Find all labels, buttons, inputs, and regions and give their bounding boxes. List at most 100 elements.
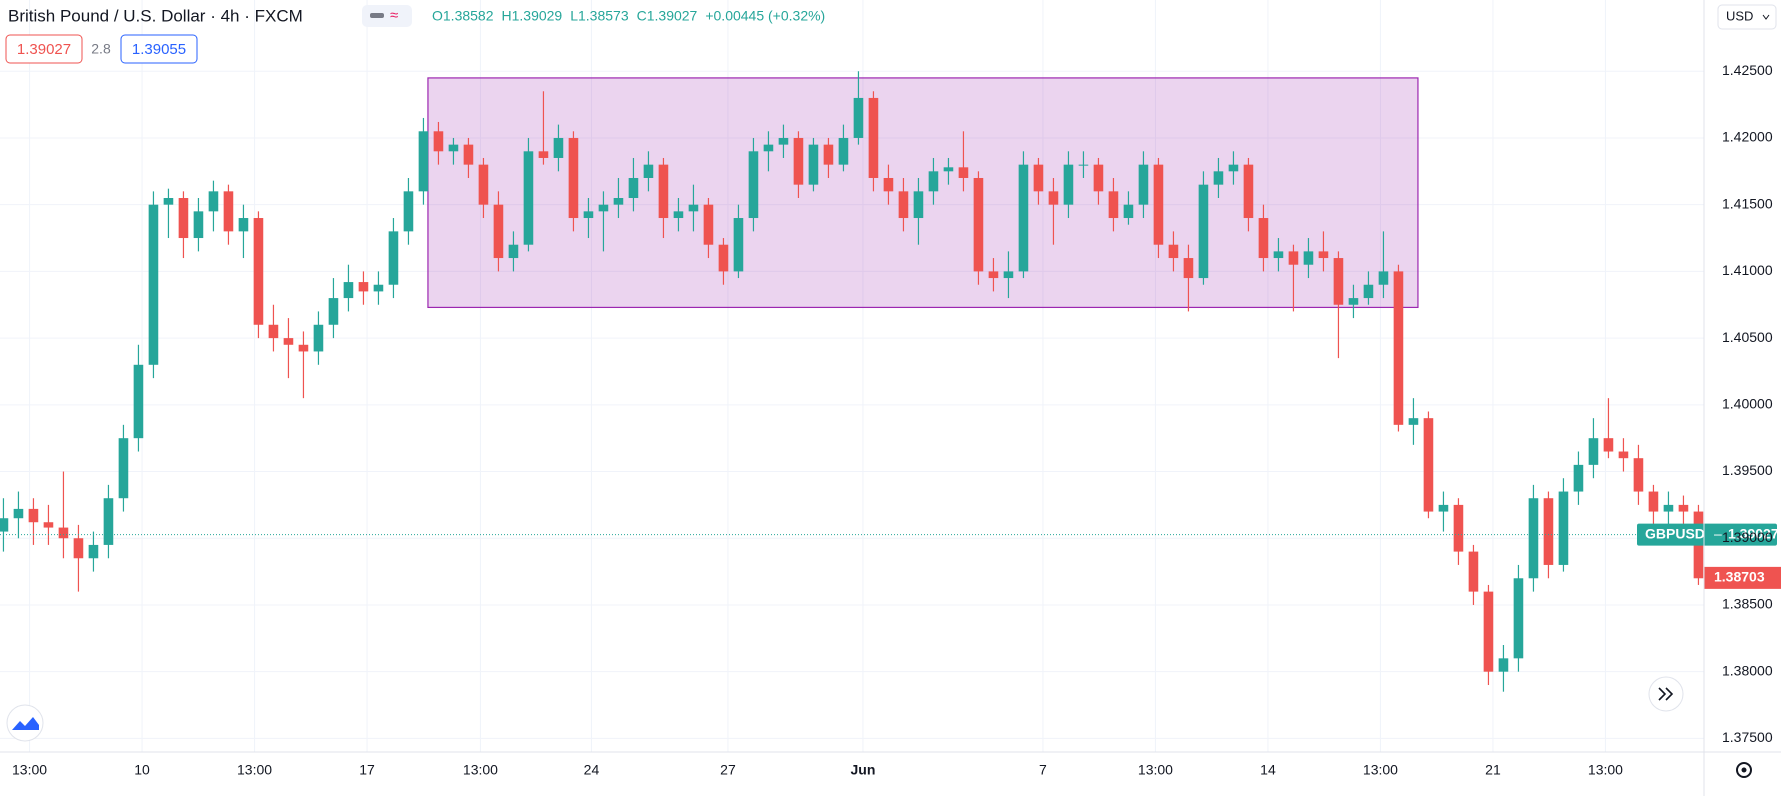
- y-tick-label: 1.41500: [1722, 195, 1773, 211]
- candle-body: [868, 97, 879, 178]
- candle-body: [373, 284, 384, 292]
- spread: 2.8: [91, 41, 111, 57]
- candle-body: [1063, 164, 1074, 205]
- candle-body: [1483, 591, 1494, 672]
- candle-body: [808, 144, 819, 185]
- bid-label-bg: [1704, 566, 1781, 589]
- candle-body: [1573, 464, 1584, 492]
- x-tick-label: 13:00: [1363, 762, 1398, 778]
- candle-body: [28, 508, 39, 523]
- candle-body: [388, 231, 399, 285]
- candle-body: [313, 324, 324, 352]
- currency-select[interactable]: [1717, 4, 1777, 30]
- candle-body: [403, 191, 414, 232]
- sell-price: 1.39027: [17, 41, 71, 58]
- candle-body: [538, 151, 549, 158]
- candle-body: [628, 177, 639, 199]
- x-tick-label: 24: [584, 762, 600, 778]
- candle-body: [148, 204, 159, 365]
- chevron: [1762, 14, 1770, 20]
- candle-body: [343, 282, 354, 299]
- candle-body: [958, 167, 969, 178]
- symbol-label: GBPUSD: [1645, 525, 1705, 541]
- candle-body: [853, 97, 864, 138]
- candle-body: [673, 211, 684, 219]
- candle-body: [1243, 164, 1254, 219]
- settings-button[interactable]: [1736, 762, 1752, 778]
- y-tick-label: 1.42500: [1722, 62, 1773, 78]
- logo[interactable]: [6, 704, 44, 742]
- candle-body: [0, 518, 9, 532]
- y-tick-label: 1.40000: [1722, 396, 1773, 412]
- icon: ≈: [390, 7, 398, 24]
- candle-body: [568, 137, 579, 219]
- candle-body: [208, 191, 219, 212]
- buy-button[interactable]: [120, 34, 198, 64]
- candle-body: [688, 204, 699, 212]
- x-tick-label: 13:00: [463, 762, 498, 778]
- ohlc-value: L1.38573: [570, 8, 629, 24]
- x-tick-label: 21: [1485, 762, 1501, 778]
- y-tick-label: 1.40500: [1722, 329, 1773, 345]
- candle-body: [1408, 418, 1419, 425]
- candle-body: [523, 151, 534, 245]
- candle-body: [1153, 164, 1164, 245]
- candle-body: [433, 131, 444, 152]
- candle-body: [1183, 258, 1194, 279]
- candle-body: [823, 144, 834, 165]
- candle-body: [1018, 164, 1029, 272]
- candle-body: [253, 218, 264, 325]
- candle-body: [133, 364, 144, 439]
- candle-body: [493, 204, 504, 259]
- candle-body: [1678, 504, 1689, 512]
- separator: –: [1714, 525, 1722, 541]
- candle-body: [943, 167, 954, 172]
- x-tick-label: 13:00: [1138, 762, 1173, 778]
- candle-body: [1468, 551, 1479, 592]
- candle-body: [598, 204, 609, 212]
- candle-body: [883, 177, 894, 192]
- sell-button[interactable]: [5, 34, 83, 64]
- x-tick-label: Jun: [851, 762, 876, 778]
- grid: [0, 0, 1704, 752]
- candle-body: [1078, 164, 1089, 166]
- candle-body: [733, 218, 744, 272]
- indicator-toggle[interactable]: [362, 5, 412, 27]
- candle-body: [448, 144, 459, 152]
- candle-body: [1258, 218, 1269, 259]
- candle-body: [1003, 271, 1014, 279]
- currency: USD: [1726, 8, 1753, 23]
- candle-body: [553, 137, 564, 158]
- candle-body: [178, 198, 189, 239]
- y-tick-label: 1.37500: [1722, 729, 1773, 745]
- y-tick-label: 1.38000: [1722, 662, 1773, 678]
- candle-body: [73, 538, 84, 559]
- candle-body: [1123, 204, 1134, 219]
- candle-body: [1168, 244, 1179, 259]
- candle-body: [643, 164, 654, 178]
- axes: 1.37500 1.38000 1.38500 1.39000 1.39500 1.400…: [12, 62, 1773, 778]
- y-tick-label: 1.41000: [1722, 262, 1773, 278]
- x-tick-label: 7: [1039, 762, 1047, 778]
- candle-body: [928, 171, 939, 192]
- candle-body: [1288, 251, 1299, 265]
- candle-body: [1138, 164, 1149, 205]
- candle-body: [1228, 164, 1239, 172]
- ohlc-header: O1.38582 H1.39029 L1.38573 C1.39027 +0.00445…: [432, 8, 825, 24]
- candle-body: [613, 198, 624, 205]
- candle-body: [1543, 498, 1554, 565]
- candle-body: [478, 164, 489, 205]
- candle-body: [1513, 578, 1524, 659]
- candle-body: [838, 137, 849, 165]
- x-tick-label: 13:00: [237, 762, 272, 778]
- candle-body: [973, 177, 984, 272]
- candle-body: [1498, 658, 1509, 672]
- price-label: 1.39027: [1728, 525, 1779, 541]
- candle-body: [1378, 271, 1389, 285]
- candle-body: [1363, 284, 1374, 299]
- candle-body: [718, 244, 729, 272]
- candle-body: [793, 137, 804, 185]
- candle-body: [1273, 251, 1284, 259]
- ohlc-value: O1.38582: [432, 8, 494, 24]
